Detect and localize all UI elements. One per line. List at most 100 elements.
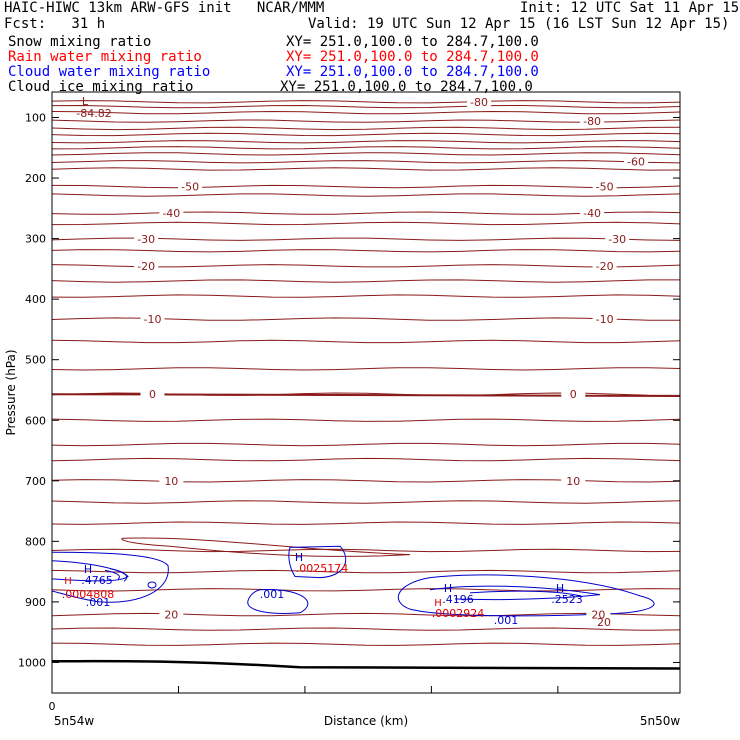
high-value: .4196 <box>442 593 474 606</box>
isotherm-label-bg <box>178 180 203 193</box>
isotherm-label-bg <box>580 115 605 128</box>
isotherm-line <box>51 160 681 164</box>
plot-frame <box>51 91 681 694</box>
isotherm-label-bg <box>159 608 184 621</box>
isotherm-line <box>51 132 681 137</box>
high-symbol: H <box>556 582 564 595</box>
high-symbol: H <box>84 563 92 576</box>
isotherm-label: 20 <box>591 609 605 622</box>
header: HAIC-HIWC 13km ARW-GFS init NCAR/MMM Ini… <box>0 0 740 96</box>
isotherm-label-bg <box>467 95 492 108</box>
cloud-water-contour <box>109 568 128 582</box>
isotherm-line <box>51 627 681 631</box>
contour-labels: -80-80-60-50 -50-40 -40-30 -30-20 -20-10 -100… <box>62 95 649 629</box>
x-tick-label: 0 <box>49 700 56 713</box>
isotherm-line <box>51 100 681 104</box>
field-label-cloud-ice: Cloud ice mixing ratio <box>8 79 194 95</box>
init-time: Init: 12 UTC Sat 11 Apr 15 <box>520 0 740 16</box>
isotherm-line <box>51 521 681 525</box>
low-center-value: -84.82 <box>76 107 111 120</box>
ground-surface-line <box>51 659 681 670</box>
isotherm-line <box>51 418 681 422</box>
y-tick-label: 600 <box>25 414 46 427</box>
isotherm-label: -30 <box>608 233 626 246</box>
isotherm-label-bg <box>159 474 184 487</box>
x-end-label-right: 5n50w <box>640 714 681 728</box>
isotherm-line <box>51 146 681 150</box>
isotherm-label: 10 <box>566 475 580 488</box>
x-end-label-left: 5n54w <box>54 714 95 728</box>
cloud-water-contour <box>51 560 129 582</box>
isotherm-line <box>51 442 681 447</box>
field-label-rain: Rain water mixing ratio <box>8 49 202 65</box>
isotherm-line <box>51 104 681 109</box>
isotherm-label: -20 <box>137 260 155 273</box>
isotherm-line <box>51 167 681 171</box>
isotherm-line <box>51 479 681 483</box>
isotherm-line <box>51 279 680 283</box>
y-tick-label: 700 <box>25 475 46 488</box>
isotherm-line <box>51 193 681 197</box>
isotherm-line <box>51 339 681 344</box>
isotherm-line <box>51 294 681 298</box>
high-symbol: H <box>434 598 442 609</box>
isotherm-label-bg <box>159 207 184 220</box>
field-xy-cloud-water: XY= 251.0,100.0 to 284.7,100.0 <box>286 64 539 80</box>
y-tick-label: 1000 <box>18 656 46 669</box>
isotherm-label: -60 <box>627 156 645 169</box>
isotherm-label-bg <box>624 155 649 168</box>
isotherm-line <box>51 184 681 189</box>
field-xy-snow: XY= 251.0,100.0 to 284.7,100.0 <box>286 34 539 50</box>
isotherm-line <box>51 457 681 462</box>
isotherm-line <box>51 612 681 617</box>
cloud-water-contour <box>469 590 581 597</box>
isotherm-line <box>51 221 681 226</box>
y-tick-label: 200 <box>25 172 46 185</box>
isotherm-label-bg <box>140 388 165 401</box>
high-symbol: H <box>295 551 303 564</box>
isotherm-line <box>51 588 681 592</box>
isotherm-line <box>51 110 681 115</box>
isotherm-line <box>51 569 681 574</box>
high-symbol: H <box>444 582 452 595</box>
forecast-hour: Fcst: 31 h <box>4 16 106 32</box>
isotherm-label: -40 <box>162 207 180 220</box>
isotherm-label: -80 <box>470 96 488 109</box>
chart-title: HAIC-HIWC 13km ARW-GFS init NCAR/MMM <box>4 0 325 16</box>
isotherm-label-bg <box>140 313 165 326</box>
isotherm-label-bg <box>561 388 586 401</box>
isotherm-label: -20 <box>596 260 614 273</box>
isotherm-label: 0 <box>570 388 577 401</box>
isotherm-label-bg <box>134 233 159 246</box>
cloud-water-contour <box>429 585 601 601</box>
y-tick-label: 500 <box>25 354 46 367</box>
y-tick-label: 300 <box>25 233 46 246</box>
isotherm-label: -80 <box>583 115 601 128</box>
isotherm-label: -10 <box>596 313 614 326</box>
isotherm-line <box>51 548 681 553</box>
field-xy-cloud-ice: XY= 251.0,100.0 to 284.7,100.0 <box>280 79 533 95</box>
high-value: .2523 <box>551 593 583 606</box>
isotherm-label-bg <box>605 233 630 246</box>
isotherm-line <box>51 152 681 156</box>
isotherm-label-bg <box>586 608 611 621</box>
high-value: .0004808 <box>62 588 115 601</box>
valid-time: Valid: 19 UTC Sun 12 Apr 15 (16 LST Sun … <box>308 16 730 32</box>
isotherm-line <box>51 211 681 215</box>
contour-value: .001 <box>86 596 111 609</box>
isotherm-label-bg <box>592 259 617 272</box>
high-symbol: H <box>64 576 72 587</box>
isotherm-label-bg <box>580 207 605 220</box>
temperature-contours <box>51 100 681 670</box>
y-axis-label: Pressure (hPa) <box>4 349 18 435</box>
isotherm-line <box>51 500 681 504</box>
isotherm-label-bg <box>134 259 159 272</box>
x-axis-label: Distance (km) <box>324 714 408 728</box>
isotherm-line <box>51 249 681 253</box>
cloud-water-contour <box>51 551 169 603</box>
cloud-water-contour <box>104 569 120 580</box>
isotherm-label: 20 <box>164 609 178 622</box>
y-tick-label: 400 <box>25 293 46 306</box>
